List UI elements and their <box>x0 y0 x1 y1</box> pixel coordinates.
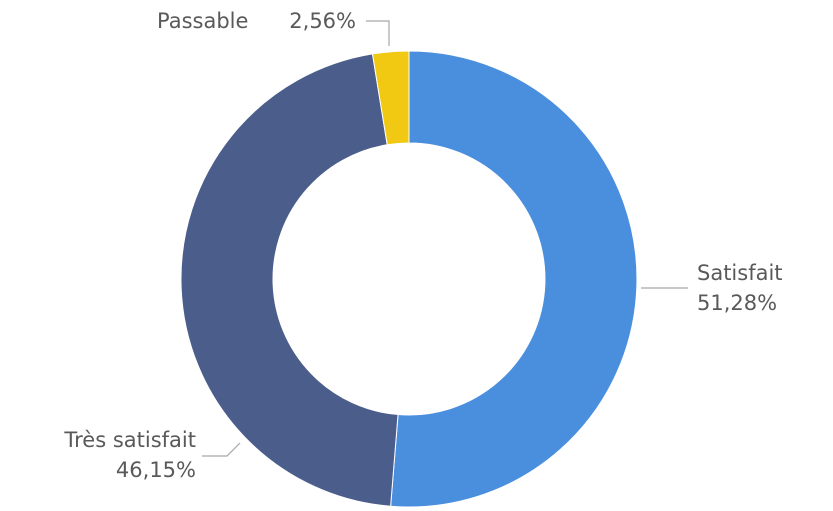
label-satisfait: Satisfait 51,28% <box>641 261 783 315</box>
slice-label-passable-percent: 2,56% <box>289 9 356 33</box>
slice-satisfait <box>390 50 638 508</box>
slice-label-satisfait-category: Satisfait <box>697 261 783 285</box>
slice-passable <box>371 50 410 146</box>
slice-label-satisfait-percent: 51,28% <box>697 291 777 315</box>
slice-label-tres-satisfait-category: Très satisfait <box>63 428 196 452</box>
doughnut-slices <box>180 50 638 508</box>
slice-tr-s-satisfait <box>180 53 399 507</box>
leader-line-passable <box>366 20 390 46</box>
leader-line-tres-satisfait <box>202 442 241 457</box>
slice-label-passable-category: Passable <box>157 9 248 33</box>
slice-label-tres-satisfait-percent: 46,15% <box>116 458 196 482</box>
label-passable: Passable 2,56% <box>157 9 390 46</box>
label-tres-satisfait: Très satisfait 46,15% <box>63 428 241 482</box>
